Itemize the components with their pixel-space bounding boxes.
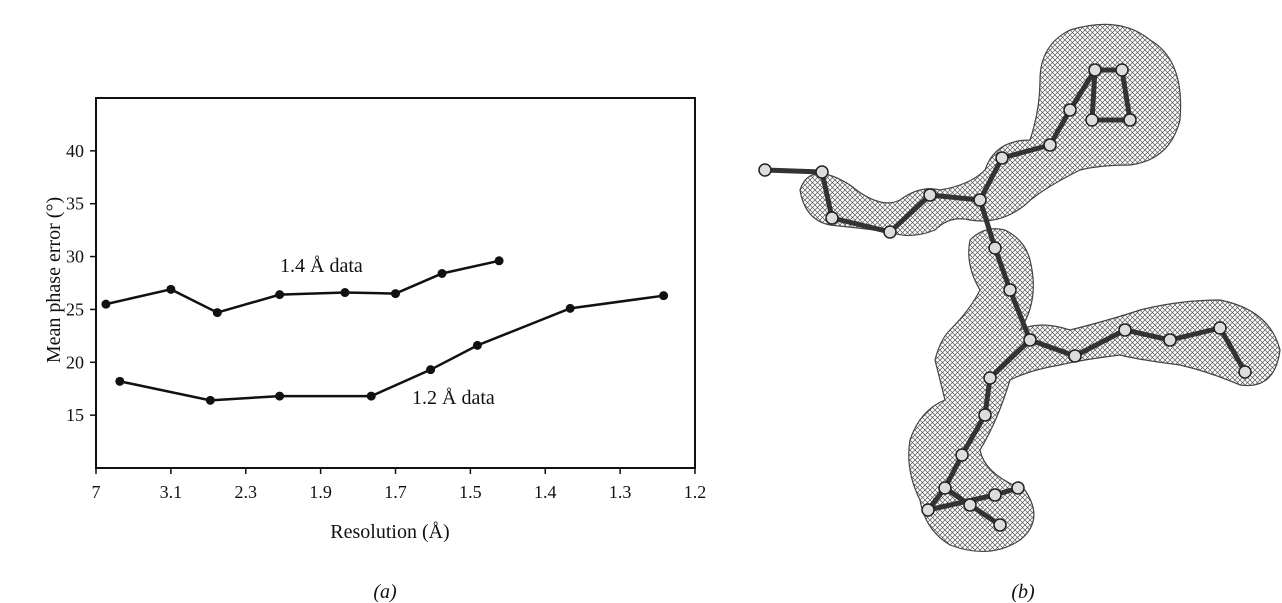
plot-area-frame	[95, 97, 696, 469]
data-point	[494, 256, 504, 266]
x-tick-label: 7	[92, 482, 101, 502]
panel-label-a: (a)	[373, 581, 397, 603]
y-tick-label: 15	[66, 405, 84, 425]
x-tick-label: 1.4	[534, 482, 557, 502]
data-point	[275, 290, 285, 300]
x-axis-title: Resolution (Å)	[330, 521, 449, 543]
y-tick-label: 35	[66, 194, 84, 214]
data-point	[340, 288, 350, 298]
data-point	[212, 308, 222, 318]
data-point	[275, 391, 285, 401]
data-point	[437, 268, 447, 278]
data-point	[366, 391, 376, 401]
series-line-0	[105, 259, 500, 314]
x-tick-label: 1.2	[684, 482, 707, 502]
series-label-1-4: 1.4 Å data	[280, 255, 363, 277]
series-line-1	[119, 294, 664, 402]
data-point	[115, 376, 125, 386]
data-point	[565, 303, 575, 313]
x-tick-label: 1.5	[459, 482, 482, 502]
x-tick-label: 1.3	[609, 482, 632, 502]
y-tick-label: 40	[66, 141, 84, 161]
density-mesh	[799, 23, 1281, 553]
phase-error-chart: 7 3.1 2.3 1.9 1.7 1.5 1.4 1.3 1.2 15 20 …	[43, 97, 707, 603]
data-point	[426, 365, 436, 375]
data-point	[472, 340, 482, 350]
data-point	[391, 289, 400, 299]
data-point	[101, 299, 111, 309]
panel-label-b: (b)	[1011, 581, 1035, 603]
molecule-atoms	[758, 63, 1252, 532]
data-point	[659, 291, 669, 301]
y-tick-label: 25	[66, 299, 84, 319]
x-tick-label: 3.1	[160, 482, 183, 502]
series-label-1-2: 1.2 Å data	[412, 387, 495, 409]
x-tick-label: 2.3	[235, 482, 258, 502]
x-tick-label: 1.9	[309, 482, 332, 502]
data-point	[166, 284, 176, 294]
y-tick-label: 20	[66, 352, 84, 372]
y-axis-title: Mean phase error (°)	[43, 197, 65, 363]
y-tick-label: 30	[66, 247, 84, 267]
x-tick-label: 1.7	[384, 482, 407, 502]
data-point	[205, 395, 215, 405]
electron-density-figure: (b)	[758, 23, 1281, 603]
